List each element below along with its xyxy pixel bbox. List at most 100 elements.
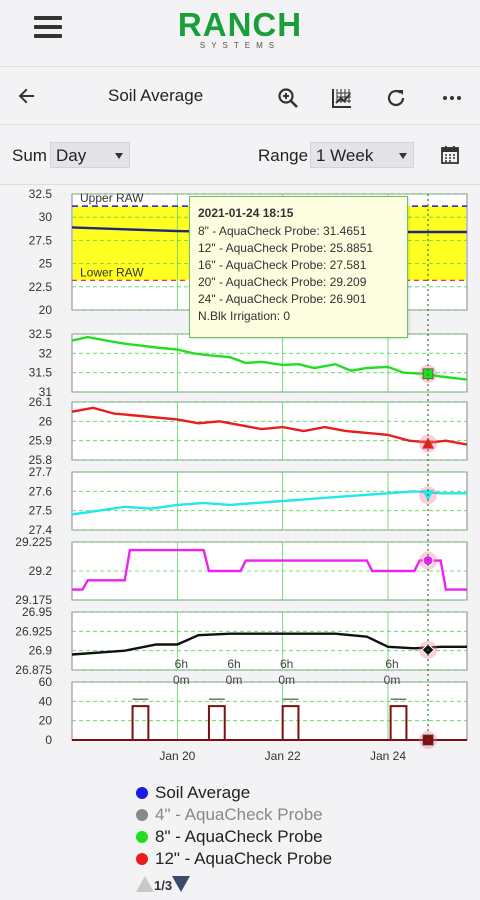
sub-tick-label: 6h (227, 657, 240, 671)
y-tick-label: 29.175 (15, 593, 52, 607)
sum-label: Sum (12, 146, 47, 165)
chart-tooltip: 2021-01-24 18:15 8" - AquaCheck Probe: 3… (189, 196, 408, 338)
menu-icon[interactable] (34, 16, 62, 38)
irrigation-pulse (281, 705, 300, 740)
legend-item-8in[interactable]: 8" - AquaCheck Probe (136, 826, 332, 848)
y-tick-label: 26.95 (22, 605, 52, 619)
series-line (71, 490, 467, 516)
page-up-icon[interactable] (136, 876, 154, 892)
range-select[interactable]: 1 Week (310, 142, 414, 168)
lower-raw-label: Lower RAW (80, 265, 144, 279)
legend-item-4in[interactable]: 4" - AquaCheck Probe (136, 804, 332, 826)
legend-label: 4" - AquaCheck Probe (155, 805, 323, 824)
y-tick-label: 27.5 (29, 504, 53, 518)
upper-raw-label: Upper RAW (80, 191, 144, 205)
legend-pager: 1/3 (136, 876, 191, 893)
tooltip-row: N.Blk Irrigation: 0 (198, 309, 291, 323)
chart-controls (0, 128, 480, 185)
y-tick-label: 26 (39, 414, 53, 428)
y-tick-label: 29.225 (15, 535, 52, 549)
y-tick-label: 25.8 (29, 453, 53, 467)
panel-frame (71, 681, 468, 741)
chart-toolbar (0, 70, 480, 125)
series-line (71, 335, 468, 381)
logo-brand: RANCH (177, 6, 303, 43)
zoom-icon[interactable] (276, 86, 300, 110)
logo: RANCH SYSTEMS (0, 6, 480, 50)
y-tick-label: 26.925 (15, 624, 52, 638)
tooltip-row: 16" - AquaCheck Probe: 27.581 (198, 258, 367, 272)
page-down-icon[interactable] (172, 876, 191, 892)
cursor-marker (422, 368, 434, 380)
pager-label: 1/3 (154, 878, 173, 893)
chart-legend: Soil Average 4" - AquaCheck Probe 8" - A… (136, 782, 332, 870)
legend-dot (136, 809, 148, 821)
series-line (72, 548, 467, 591)
y-tick-label: 31 (39, 385, 53, 399)
y-tick-label: 26.875 (15, 663, 52, 677)
app-header: RANCH SYSTEMS (0, 0, 480, 67)
tooltip-row: 24" - AquaCheck Probe: 26.901 (198, 292, 367, 306)
x-tick-label: Jan 24 (370, 749, 406, 763)
range-label: Range (258, 146, 309, 165)
y-tick-label: 22.5 (29, 280, 53, 294)
y-tick-label: 26.1 (29, 395, 53, 409)
legend-dot (136, 787, 148, 799)
legend-item-soil-average[interactable]: Soil Average (136, 782, 332, 804)
legend-dot (136, 853, 148, 865)
legend-label: Soil Average (155, 783, 251, 802)
tooltip-row: 12" - AquaCheck Probe: 25.8851 (198, 241, 374, 255)
cursor-marker (422, 437, 435, 449)
y-tick-label: 30 (39, 210, 53, 224)
y-tick-label: 40 (39, 694, 53, 708)
sub-tick-label: 6h (175, 657, 188, 671)
sub-tick-label: 6h (385, 657, 398, 671)
y-tick-label: 20 (39, 714, 53, 728)
chevron-down-icon (115, 153, 123, 159)
logo-sub: SYSTEMS (199, 41, 281, 50)
x-tick-label: Jan 20 (159, 749, 195, 763)
y-tick-label: 25 (39, 257, 53, 271)
y-tick-label: 29.2 (29, 564, 53, 578)
y-tick-label: 26.9 (29, 644, 53, 658)
legend-label: 8" - AquaCheck Probe (155, 827, 323, 846)
panel-frame (71, 611, 468, 671)
sub-tick-label: 0m (173, 673, 190, 687)
tooltip-row: 20" - AquaCheck Probe: 29.209 (198, 275, 367, 289)
sub-tick-label: 0m (384, 673, 401, 687)
y-tick-label: 0 (45, 733, 52, 747)
y-tick-label: 60 (39, 675, 53, 689)
y-tick-label: 32.5 (29, 327, 53, 341)
y-tick-label: 25.9 (29, 434, 53, 448)
back-arrow-icon[interactable] (14, 84, 38, 108)
tooltip-row: 8" - AquaCheck Probe: 31.4651 (198, 224, 367, 238)
page-title: Soil Average (108, 86, 204, 105)
y-tick-label: 32.5 (29, 187, 53, 201)
y-tick-label: 32 (39, 346, 53, 360)
sum-select[interactable]: Day (50, 142, 130, 168)
y-tick-label: 27.7 (29, 465, 53, 479)
y-tick-label: 27.6 (29, 484, 53, 498)
series-line (71, 406, 468, 446)
legend-dot (136, 831, 148, 843)
y-tick-label: 20 (39, 303, 53, 317)
more-options-icon[interactable] (440, 86, 464, 110)
range-select-value: 1 Week (316, 146, 374, 165)
panel-frame (71, 401, 468, 461)
sub-tick-label: 6h (280, 657, 293, 671)
series-line (71, 632, 467, 656)
legend-label: 12" - AquaCheck Probe (155, 849, 333, 868)
legend-item-12in[interactable]: 12" - AquaCheck Probe (136, 848, 332, 870)
refresh-icon[interactable] (384, 86, 408, 110)
chart-grid-icon[interactable] (330, 86, 354, 110)
sub-tick-label: 0m (278, 673, 295, 687)
irrigation-pulse (389, 705, 408, 740)
sum-select-value: Day (56, 146, 87, 165)
y-tick-label: 31.5 (29, 366, 53, 380)
irrigation-pulse (207, 705, 226, 740)
tooltip-title: 2021-01-24 18:15 (198, 206, 294, 220)
irrigation-pulse (131, 705, 150, 740)
y-tick-label: 27.4 (29, 523, 53, 537)
y-tick-label: 27.5 (29, 233, 53, 247)
calendar-icon[interactable] (440, 145, 460, 165)
